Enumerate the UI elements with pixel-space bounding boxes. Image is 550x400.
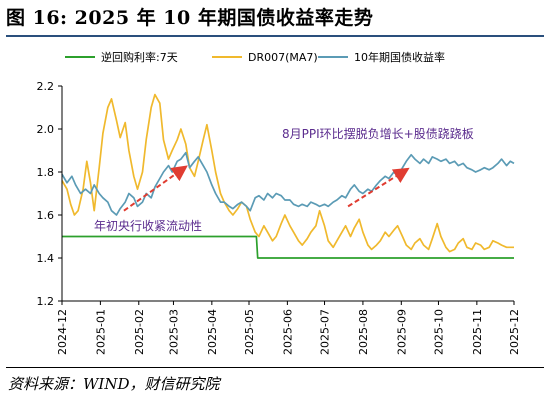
annotation-label-2: 8月PPI环比摆脱负增长+股债跷跷板: [282, 126, 474, 141]
x-tick-label: 2025-07: [319, 309, 332, 355]
y-tick-label: 1.4: [37, 252, 55, 265]
x-tick-label: 2025-04: [206, 309, 219, 355]
x-tick-label: 2025-02: [133, 309, 146, 355]
x-tick-label: 2025-01: [94, 309, 107, 355]
annotations: 年初央行收紧流动性 8月PPI环比摆脱负增长+股债跷跷板: [94, 126, 474, 233]
x-tick-label: 2025-12: [508, 309, 521, 355]
series-lines: [61, 93, 515, 259]
y-tick-label: 1.8: [37, 166, 55, 179]
legend-label-3: 10年期国债收益率: [354, 50, 445, 64]
axes: 1.2 1.4 1.6 1.8 2.0 2.2 2024-12 2025-01 2025-02 2…: [37, 80, 522, 355]
x-tick-label: 2024-12: [56, 309, 69, 355]
x-tick-label: 2025-10: [432, 309, 445, 355]
x-tick-label: 2025-11: [471, 309, 484, 355]
x-tick-label: 2025-06: [281, 309, 294, 355]
x-tick-label: 2025-09: [395, 309, 408, 355]
y-tick-label: 1.2: [37, 295, 55, 308]
legend: 逆回购利率:7天 DR007(MA7) 10年期国债收益率: [65, 50, 445, 64]
figure-title: 图 16: 2025 年 10 年期国债收益率走势: [6, 7, 374, 29]
legend-label-2: DR007(MA7): [248, 51, 318, 64]
title-divider: [6, 35, 544, 37]
x-tick-label: 2025-08: [357, 309, 370, 355]
annotation-arrow-1: [123, 165, 188, 212]
annotation-label-1: 年初央行收紧流动性: [94, 219, 202, 233]
series-line-3: [61, 151, 515, 216]
source-note: 资料来源：WIND，财信研究院: [8, 375, 220, 393]
line-chart: 逆回购利率:7天 DR007(MA7) 10年期国债收益率 1.2 1.4 1.6 1.8…: [37, 50, 522, 355]
annotation-arrow-2: [347, 167, 410, 208]
y-tick-label: 1.6: [37, 209, 55, 222]
y-tick-label: 2.2: [37, 80, 55, 93]
series-line-2: [61, 93, 514, 253]
source-divider: [6, 367, 544, 368]
series-line-1: [62, 235, 514, 259]
legend-label-1: 逆回购利率:7天: [101, 50, 178, 64]
y-tick-label: 2.0: [37, 123, 55, 136]
x-tick-label: 2025-03: [167, 309, 180, 355]
x-tick-label: 2025-05: [243, 309, 256, 355]
